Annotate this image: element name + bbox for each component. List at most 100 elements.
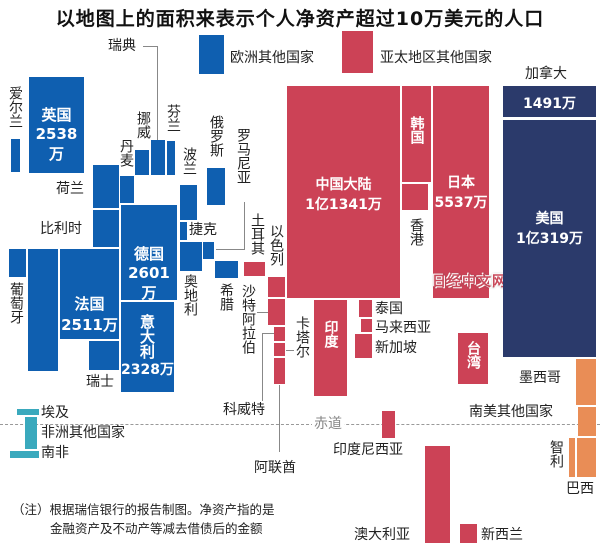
block-uae [274, 358, 285, 384]
label-netherlands: 荷兰 [56, 181, 84, 197]
taiwan-name: 台湾 [465, 341, 481, 369]
label-singapore: 新加坡 [375, 340, 417, 356]
block-hungary [203, 242, 214, 259]
label-egypt: 埃及 [41, 405, 69, 421]
label-qatar: 卡塔尔 [294, 316, 310, 358]
block-belgium [93, 210, 119, 247]
block-sweden [151, 140, 165, 175]
label-africa-other: 非洲其他国家 [41, 425, 125, 441]
block-korea: 韩国 [402, 86, 431, 182]
germany-name: 德国 [133, 245, 164, 263]
label-poland: 波兰 [181, 147, 197, 175]
label-belgium: 比利时 [40, 221, 82, 237]
label-denmark: 丹麦 [118, 139, 134, 167]
block-netherlands [93, 165, 119, 208]
block-south-africa [10, 451, 39, 458]
label-south-africa: 南非 [41, 445, 69, 461]
legend-swatch-asia-pacific [342, 31, 373, 73]
chart-title: 以地图上的面积来表示个人净资产超过10万美元的人口 [55, 8, 545, 30]
leader-kuwait-h [262, 333, 274, 334]
label-finland: 芬兰 [165, 104, 181, 132]
block-kuwait [274, 327, 285, 341]
footnote-line-1: （注）根据瑞信银行的报告制图。净资产指的是 [12, 502, 275, 517]
label-hongkong: 香港 [408, 218, 424, 246]
label-indonesia: 印度尼西亚 [333, 442, 403, 458]
germany-value: 2601万 [128, 264, 170, 302]
block-greece [215, 261, 238, 278]
block-czech [180, 222, 187, 240]
label-australia: 澳大利亚 [354, 527, 410, 543]
usa-value: 1亿319万 [516, 231, 583, 247]
label-malaysia: 马来西亚 [375, 320, 431, 336]
watermark: 日经中文网 [432, 274, 507, 290]
equator-line [0, 424, 600, 425]
block-denmark [120, 176, 134, 203]
label-austria: 奥地利 [182, 274, 198, 316]
block-africa-other [25, 417, 37, 449]
block-china: 中国大陆 1亿1341万 [287, 86, 400, 298]
label-israel: 以色列 [268, 224, 284, 266]
label-switzerland: 瑞士 [86, 374, 114, 390]
label-chile: 智利 [548, 440, 564, 468]
block-germany: 德国 2601万 [121, 205, 177, 302]
leader-qatar [286, 350, 294, 351]
legend-swatch-europe [199, 35, 224, 74]
block-switzerland [89, 341, 119, 370]
block-australia [425, 446, 450, 543]
block-singapore [355, 334, 372, 358]
footnote-line-2: 金融资产及不动产等减去借债后的金额 [50, 521, 263, 536]
block-saudi [268, 299, 285, 325]
label-greece: 希腊 [218, 283, 234, 311]
label-turkey: 土耳其 [249, 213, 265, 255]
label-thailand: 泰国 [375, 301, 403, 317]
block-austria [180, 242, 202, 271]
block-spain [28, 249, 58, 371]
block-norway [135, 150, 149, 175]
label-kuwait: 科威特 [223, 402, 265, 418]
block-mexico [576, 359, 596, 405]
block-russia [207, 168, 225, 205]
block-portugal [9, 249, 26, 277]
block-france: 法国 2511万 [60, 249, 119, 339]
label-uae: 阿联酋 [254, 460, 296, 476]
uk-value: 2538万 [35, 125, 78, 163]
label-sa-other: 南美其他国家 [469, 404, 553, 420]
italy-name: 意大利 [138, 314, 156, 359]
label-ireland: 爱尔兰 [7, 86, 23, 128]
block-brazil [577, 438, 596, 477]
block-indonesia [382, 411, 395, 438]
block-taiwan: 台湾 [458, 333, 488, 384]
equator-label: 赤道 [312, 416, 344, 432]
label-portugal: 葡萄牙 [8, 282, 24, 324]
block-malaysia [361, 319, 372, 332]
label-czech: 捷克 [189, 222, 217, 238]
label-russia: 俄罗斯 [208, 115, 224, 157]
label-mexico: 墨西哥 [519, 370, 561, 386]
india-name: 印度 [322, 320, 339, 348]
block-egypt [17, 409, 39, 415]
legend-label-asia-pacific: 亚太地区其他国家 [380, 50, 492, 66]
leader-sweden [143, 46, 157, 47]
block-chile [569, 438, 575, 477]
label-romania: 罗马尼亚 [235, 128, 251, 184]
block-thailand [359, 300, 372, 317]
china-name: 中国大陆 [315, 177, 372, 193]
label-canada: 加拿大 [525, 66, 567, 82]
leader-sweden-v [157, 46, 158, 140]
label-sweden: 瑞典 [108, 38, 136, 54]
france-value: 2511万 [61, 316, 118, 334]
label-brazil: 巴西 [566, 481, 594, 497]
leader-romania-h [216, 249, 245, 250]
japan-name: 日本 [447, 175, 475, 191]
block-sa-other [578, 407, 596, 436]
footnote: （注）根据瑞信银行的报告制图。净资产指的是 金融资产及不动产等减去借债后的金额 [12, 500, 275, 538]
leader-kuwait-v [262, 333, 263, 401]
japan-value: 5537万 [434, 195, 488, 211]
leader-romania [244, 202, 245, 249]
block-italy: 意大利 2328万 [121, 302, 174, 392]
block-qatar [274, 343, 285, 356]
korea-name: 韩国 [408, 116, 425, 144]
block-canada: 1491万 [503, 86, 596, 117]
france-name: 法国 [74, 295, 105, 313]
block-ireland [11, 139, 20, 172]
